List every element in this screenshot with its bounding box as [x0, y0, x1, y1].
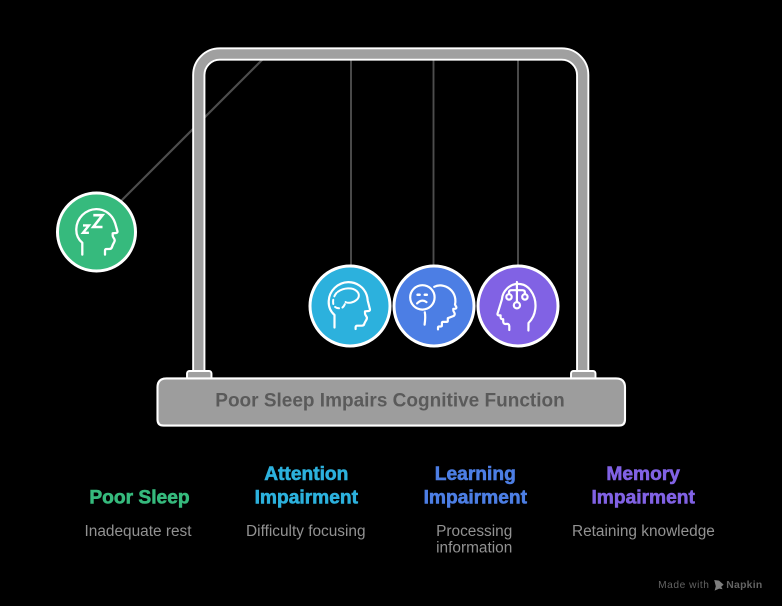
svg-text:Poor Sleep Impairs Cognitive F: Poor Sleep Impairs Cognitive Function — [215, 391, 564, 412]
svg-text:information: information — [436, 540, 512, 557]
svg-text:Impairment: Impairment — [255, 488, 359, 509]
svg-text:Inadequate rest: Inadequate rest — [85, 523, 193, 540]
svg-text:Napkin: Napkin — [726, 580, 762, 591]
svg-text:Attention: Attention — [264, 464, 348, 485]
svg-text:Learning: Learning — [435, 464, 516, 485]
svg-text:Memory: Memory — [606, 464, 680, 485]
svg-text:Impairment: Impairment — [591, 488, 695, 509]
svg-text:Impairment: Impairment — [424, 488, 528, 509]
svg-text:Processing: Processing — [436, 523, 512, 540]
svg-text:Difficulty focusing: Difficulty focusing — [246, 523, 365, 540]
svg-text:Retaining knowledge: Retaining knowledge — [572, 523, 715, 540]
svg-text:Poor Sleep: Poor Sleep — [89, 488, 189, 509]
svg-text:Made with: Made with — [658, 580, 709, 591]
